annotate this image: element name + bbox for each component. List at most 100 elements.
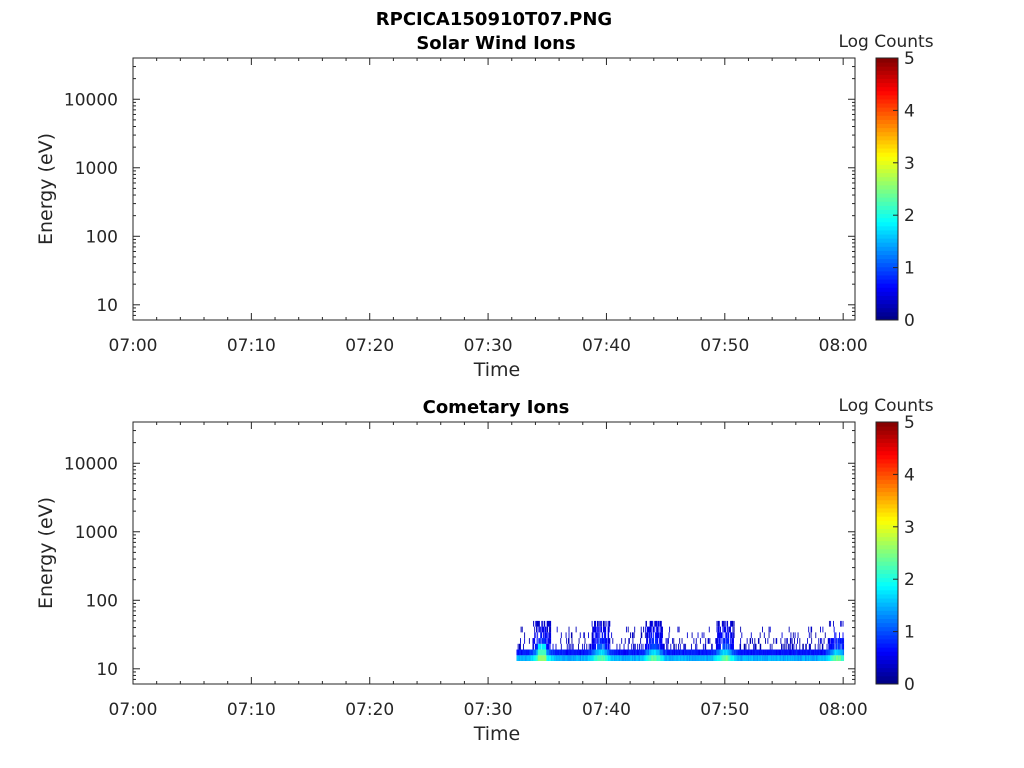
spectrogram-cell	[750, 649, 752, 656]
spectrogram-cell	[525, 655, 527, 661]
spectrogram-cell	[804, 649, 806, 656]
colorbar-segment	[876, 86, 898, 92]
spectrogram-cell	[537, 632, 539, 639]
spectrogram-cell	[754, 655, 756, 661]
spectrogram-cell	[750, 638, 752, 644]
spectrogram-cell	[561, 655, 563, 661]
spectrogram-cell	[660, 649, 662, 656]
spectrogram-cell	[660, 655, 662, 661]
spectrogram-cell	[830, 649, 832, 656]
spectrogram-cell	[574, 649, 576, 656]
spectrogram-cell	[748, 649, 750, 656]
spectrogram-cell	[805, 655, 807, 661]
spectrogram-cell	[552, 643, 554, 650]
spectrogram-cell	[594, 655, 595, 661]
spectrogram-cell	[589, 649, 591, 656]
spectrogram-cell	[765, 655, 766, 661]
spectrogram-cell	[593, 638, 595, 644]
spectrogram-cell	[518, 655, 520, 661]
spectrogram-cell	[657, 632, 659, 639]
spectrogram-cell	[550, 655, 552, 661]
spectrogram-cell	[547, 655, 549, 661]
spectrogram-cell	[577, 655, 579, 661]
spectrogram-cell	[592, 643, 594, 650]
spectrogram-cell	[811, 649, 813, 656]
spectrogram-cell	[640, 649, 642, 656]
spectrogram-cell	[550, 649, 552, 656]
spectrogram-cell	[822, 626, 824, 633]
spectrogram-cell	[708, 655, 710, 661]
spectrogram-cell	[726, 620, 728, 627]
spectrogram-cell	[759, 649, 761, 656]
spectrogram-cell	[566, 655, 568, 661]
spectrogram-cell	[656, 643, 658, 650]
spectrogram-cell	[839, 655, 841, 661]
spectrogram-cell	[784, 655, 786, 661]
spectrogram-cell	[716, 655, 718, 661]
spectrogram-cell	[731, 643, 733, 650]
spectrogram-cell	[722, 649, 724, 656]
spectrogram-cell	[573, 649, 575, 656]
spectrogram-cell	[544, 626, 546, 633]
spectrogram-cell	[650, 620, 652, 627]
x-tick-label: 07:10	[227, 336, 276, 356]
spectrogram-cell	[659, 655, 661, 661]
spectrogram-cell	[631, 643, 633, 650]
spectrogram-cell	[772, 649, 774, 656]
colorbar-segment	[876, 258, 898, 264]
spectrogram-cell	[832, 655, 834, 661]
spectrogram-cell	[541, 632, 543, 639]
spectrogram-cell	[637, 655, 639, 661]
spectrogram-cell	[731, 655, 733, 661]
spectrogram-cell	[719, 643, 721, 650]
spectrogram-cell	[649, 655, 650, 661]
spectrogram-cell	[717, 620, 719, 627]
spectrogram-cell	[530, 649, 531, 656]
colorbar-segment	[876, 450, 898, 456]
spectrogram-cell	[749, 638, 751, 644]
spectrogram-cell	[601, 649, 603, 656]
spectrogram-cell	[730, 643, 732, 650]
spectrogram-cell	[828, 643, 830, 650]
spectrogram-cell	[722, 620, 724, 627]
spectrogram-cell	[548, 638, 550, 644]
spectrogram-cell	[683, 649, 685, 656]
spectrogram-cell	[608, 638, 610, 644]
y-tick-label: 1000	[75, 523, 118, 543]
spectrogram-cell	[634, 649, 636, 656]
spectrogram-cell	[649, 655, 651, 661]
spectrogram-cell	[581, 649, 582, 656]
spectrogram-cell	[534, 632, 536, 639]
spectrogram-cell	[637, 649, 639, 656]
spectrogram-cell	[604, 638, 606, 644]
spectrogram-cell	[659, 638, 660, 644]
spectrogram-cell	[529, 655, 531, 661]
spectrogram-cell	[545, 649, 547, 656]
spectrogram-cell	[672, 649, 674, 656]
spectrogram-cell	[558, 649, 560, 656]
spectrogram-cell	[759, 643, 761, 650]
colorbar-segment	[876, 152, 898, 157]
spectrogram-cell	[650, 643, 652, 650]
spectrogram-cell	[560, 638, 562, 644]
spectrogram-cell	[820, 655, 821, 661]
spectrogram-cell	[672, 649, 674, 656]
spectrogram-cell	[644, 626, 646, 633]
spectrogram-cell	[533, 649, 534, 656]
spectrogram-cell	[692, 655, 694, 661]
spectrogram-cell	[678, 626, 680, 633]
spectrogram-cell	[541, 643, 543, 650]
spectrogram-cell	[658, 649, 660, 656]
spectrogram-cell	[607, 655, 609, 661]
spectrogram-cell	[823, 638, 825, 644]
spectrogram-cell	[722, 632, 724, 639]
spectrogram-cell	[680, 649, 682, 656]
spectrogram-cell	[596, 649, 598, 656]
spectrogram-cell	[653, 620, 655, 627]
spectrogram-cell	[642, 643, 644, 650]
colorbar-segment	[876, 495, 898, 501]
spectrogram-cell	[797, 655, 799, 661]
spectrogram-cell	[547, 649, 549, 656]
spectrogram-cell	[685, 649, 687, 656]
colorbar-segment	[876, 94, 898, 100]
